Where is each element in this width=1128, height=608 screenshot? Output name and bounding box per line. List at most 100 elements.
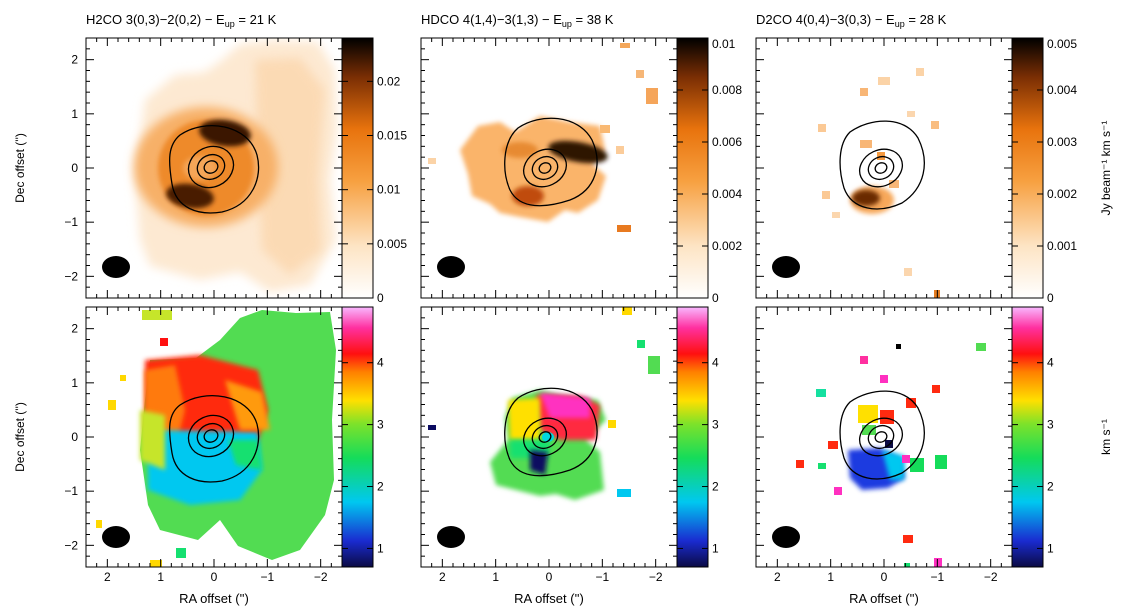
colorbar-tick-label: 3 [377, 418, 384, 432]
beam-ellipse [772, 256, 800, 278]
panel-h2co-intensity: H2CO 3(0,3)−2(0,2) − Eup = 21 K [85, 12, 374, 299]
h2co-velocity-map [96, 310, 336, 567]
colorbar-unit-intensity: Jy beam⁻¹ km s⁻¹ [1099, 121, 1113, 216]
x-axis-label-middle: RA offset ('') [514, 591, 584, 606]
d2co-velocity-colorbar [1011, 306, 1044, 568]
hdco-intensity-colorbar [676, 37, 709, 299]
d2co-title: D2CO 4(0,4)−3(0,3) − Eup = 28 K [756, 12, 947, 29]
colorbar-tick-label: 4 [712, 356, 719, 370]
hdco-velocity-contours [504, 387, 598, 477]
hdco-title-suffix: = 38 K [572, 12, 614, 27]
y-tick-label: 0 [71, 161, 78, 175]
colorbar-unit-velocity: km s⁻¹ [1099, 419, 1113, 455]
hdco-title-main: HDCO 4(1,4)−3(1,3) − E [421, 12, 562, 27]
x-tick-label: −1 [595, 570, 609, 584]
colorbar-tick-label: 1 [1047, 541, 1054, 555]
beam-ellipse [102, 256, 130, 278]
x-axis-label-left: RA offset ('') [179, 591, 249, 606]
colorbar-tick-label: 0.015 [377, 129, 407, 143]
colorbar-tick-label: 4 [377, 356, 384, 370]
y-tick-label: 2 [71, 322, 78, 336]
y-tick-label: 1 [71, 107, 78, 121]
colorbar-tick-label: 0.004 [1047, 83, 1077, 97]
x-tick-label: 0 [211, 570, 218, 584]
y-tick-label: 2 [71, 53, 78, 67]
y-tick-label: −2 [64, 538, 78, 552]
h2co-intensity-contours [168, 125, 260, 214]
y-axis-label-top: Dec offset ('') [13, 133, 27, 203]
h2co-title-sub: up [225, 19, 235, 29]
d2co-intensity-contours [839, 120, 925, 210]
colorbar-tick-label: 2 [377, 480, 384, 494]
colorbar-tick-label: 0 [1047, 291, 1054, 305]
h2co-title: H2CO 3(0,3)−2(0,2) − Eup = 21 K [86, 12, 277, 29]
colorbar-tick-label: 4 [1047, 356, 1054, 370]
colorbar-tick-label: 0 [712, 291, 719, 305]
hdco-title: HDCO 4(1,4)−3(1,3) − Eup = 38 K [421, 12, 614, 29]
h2co-title-main: H2CO 3(0,3)−2(0,2) − E [86, 12, 225, 27]
panel-hdco-velocity [420, 306, 709, 568]
x-tick-label: −1 [930, 570, 944, 584]
colorbar-tick-label: 2 [712, 480, 719, 494]
x-tick-label: 2 [439, 570, 446, 584]
panel-h2co-velocity [85, 306, 374, 568]
colorbar-tick-label: 1 [377, 541, 384, 555]
tick-marks-and-labels: 2 1 0 −1 −2 0 0.005 0.01 0.015 0.02 0 0.002 0.004 0.0… [64, 37, 1077, 584]
colorbar-tick-label: 3 [712, 418, 719, 432]
d2co-velocity-contours [839, 390, 925, 480]
h2co-velocity-contours [168, 394, 260, 483]
beam-ellipse [437, 526, 465, 548]
h2co-intensity-colorbar [341, 37, 374, 299]
d2co-velocity-frame [755, 306, 1013, 568]
colorbar-tick-label: 0.002 [1047, 187, 1077, 201]
y-tick-label: −1 [64, 215, 78, 229]
hdco-velocity-map [428, 307, 660, 500]
x-tick-label: 0 [881, 570, 888, 584]
colorbar-tick-label: 0.004 [712, 187, 742, 201]
x-axis-label-right: RA offset ('') [849, 591, 919, 606]
x-tick-label: 1 [492, 570, 499, 584]
beam-ellipse [437, 256, 465, 278]
x-tick-label: 1 [157, 570, 164, 584]
x-tick-label: 2 [774, 570, 781, 584]
y-tick-label: 1 [71, 376, 78, 390]
hdco-title-sub: up [562, 19, 572, 29]
hdco-intensity-map [428, 43, 658, 232]
x-tick-label: 1 [827, 570, 834, 584]
beam-ellipse [102, 526, 130, 548]
y-tick-label: −2 [64, 269, 78, 283]
colorbar-tick-label: 0.01 [377, 183, 401, 197]
x-tick-label: −2 [649, 570, 663, 584]
d2co-intensity-map [818, 68, 940, 298]
d2co-title-suffix: = 28 K [905, 12, 947, 27]
panel-d2co-velocity [755, 306, 1044, 568]
x-tick-label: 0 [546, 570, 553, 584]
colorbar-tick-label: 0 [377, 291, 384, 305]
h2co-title-suffix: = 21 K [235, 12, 277, 27]
x-tick-label: −2 [314, 570, 328, 584]
x-tick-label: 2 [104, 570, 111, 584]
colorbar-tick-label: 0.005 [377, 237, 407, 251]
d2co-title-main: D2CO 4(0,4)−3(0,3) − E [756, 12, 895, 27]
colorbar-tick-label: 3 [1047, 418, 1054, 432]
colorbar-tick-label: 0.006 [712, 135, 742, 149]
colorbar-tick-label: 0.005 [1047, 37, 1077, 51]
h2co-velocity-colorbar [341, 306, 374, 568]
colorbar-tick-label: 0.01 [712, 37, 736, 51]
colorbar-tick-label: 0.003 [1047, 135, 1077, 149]
d2co-intensity-colorbar [1011, 37, 1044, 299]
h2co-intensity-map [134, 40, 337, 292]
colorbar-tick-label: 1 [712, 541, 719, 555]
d2co-velocity-map [796, 343, 986, 567]
colorbar-tick-label: 2 [1047, 480, 1054, 494]
y-tick-label: −1 [64, 484, 78, 498]
d2co-title-sub: up [895, 19, 905, 29]
y-axis-label-bottom: Dec offset ('') [13, 402, 27, 472]
x-tick-label: −2 [984, 570, 998, 584]
hdco-velocity-colorbar [676, 306, 709, 568]
colorbar-tick-label: 0.002 [712, 239, 742, 253]
panel-hdco-intensity: HDCO 4(1,4)−3(1,3) − Eup = 38 K [420, 12, 709, 299]
colorbar-tick-label: 0.02 [377, 74, 401, 88]
panel-d2co-intensity: D2CO 4(0,4)−3(0,3) − Eup = 28 K [755, 12, 1044, 299]
